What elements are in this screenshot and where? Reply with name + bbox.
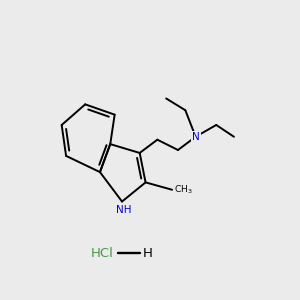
Text: H: H [142, 247, 152, 260]
Text: CH$_3$: CH$_3$ [174, 184, 192, 196]
Text: NH: NH [116, 205, 131, 215]
Text: HCl: HCl [90, 247, 113, 260]
Text: N: N [192, 132, 200, 142]
